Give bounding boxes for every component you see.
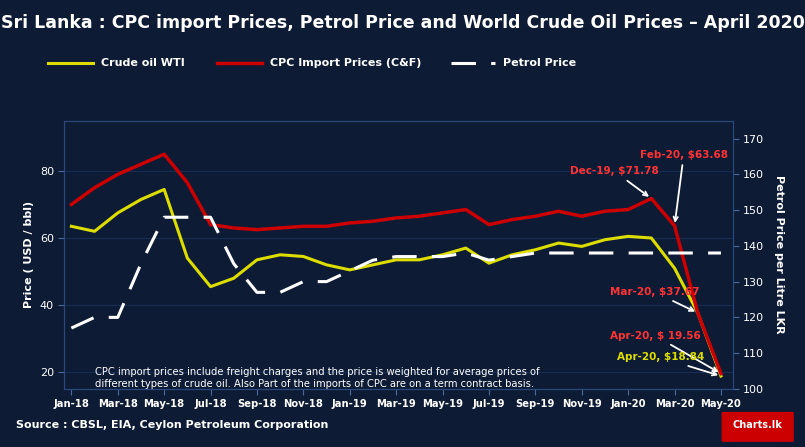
FancyBboxPatch shape [721,412,794,442]
Text: Mar-20, $37.67: Mar-20, $37.67 [609,287,699,311]
Text: Petrol Price: Petrol Price [503,58,576,67]
Text: Source : CBSL, EIA, Ceylon Petroleum Corporation: Source : CBSL, EIA, Ceylon Petroleum Cor… [16,420,328,430]
Text: CPC import prices include freight charges and the price is weighted for average : CPC import prices include freight charge… [94,367,539,389]
Text: Charts.lk: Charts.lk [733,420,782,430]
Y-axis label: Petrol Price per Litre LKR: Petrol Price per Litre LKR [774,176,783,334]
Text: Sri Lanka : CPC import Prices, Petrol Price and World Crude Oil Prices – April 2: Sri Lanka : CPC import Prices, Petrol Pr… [1,14,804,33]
Text: Crude oil WTI: Crude oil WTI [101,58,184,67]
Y-axis label: Price ( USD / bbl): Price ( USD / bbl) [24,201,35,308]
Text: CPC Import Prices (C&F): CPC Import Prices (C&F) [270,58,421,67]
Text: Feb-20, $63.68: Feb-20, $63.68 [640,150,728,221]
Text: Apr-20, $ 19.56: Apr-20, $ 19.56 [609,331,716,371]
Text: Apr-20, $18.84: Apr-20, $18.84 [617,352,716,375]
Text: Dec-19, $71.78: Dec-19, $71.78 [570,166,659,196]
